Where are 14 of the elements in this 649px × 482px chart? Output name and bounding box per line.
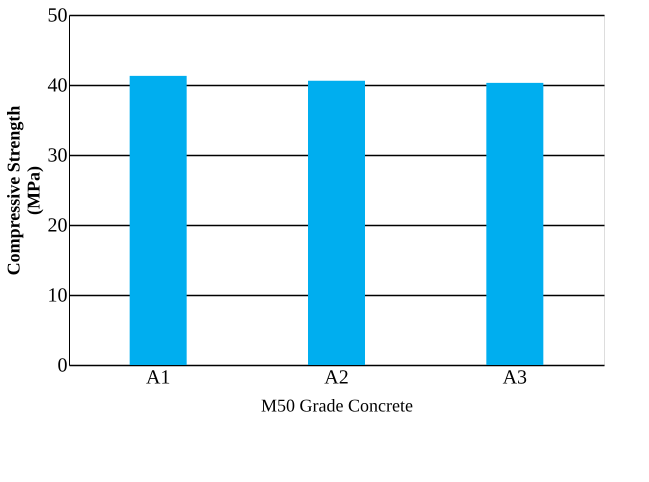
y-tick-label: 30 <box>48 144 68 166</box>
x-tick-label: A3 <box>502 366 528 388</box>
bar <box>486 82 544 365</box>
y-tick-label: 50 <box>48 4 68 26</box>
x-axis-title: M50 Grade Concrete <box>261 396 413 416</box>
y-tick-label: 40 <box>48 74 68 96</box>
x-tick-label: A1 <box>146 366 170 388</box>
y-tick-label: 10 <box>48 284 68 306</box>
y-tick-label: 20 <box>48 214 68 236</box>
bar <box>130 76 187 365</box>
bar <box>308 80 365 365</box>
y-axis-title: Compressive Strength (MPa) <box>4 106 44 276</box>
x-tick-label: A2 <box>324 366 349 388</box>
y-tick-label: 0 <box>58 354 68 376</box>
